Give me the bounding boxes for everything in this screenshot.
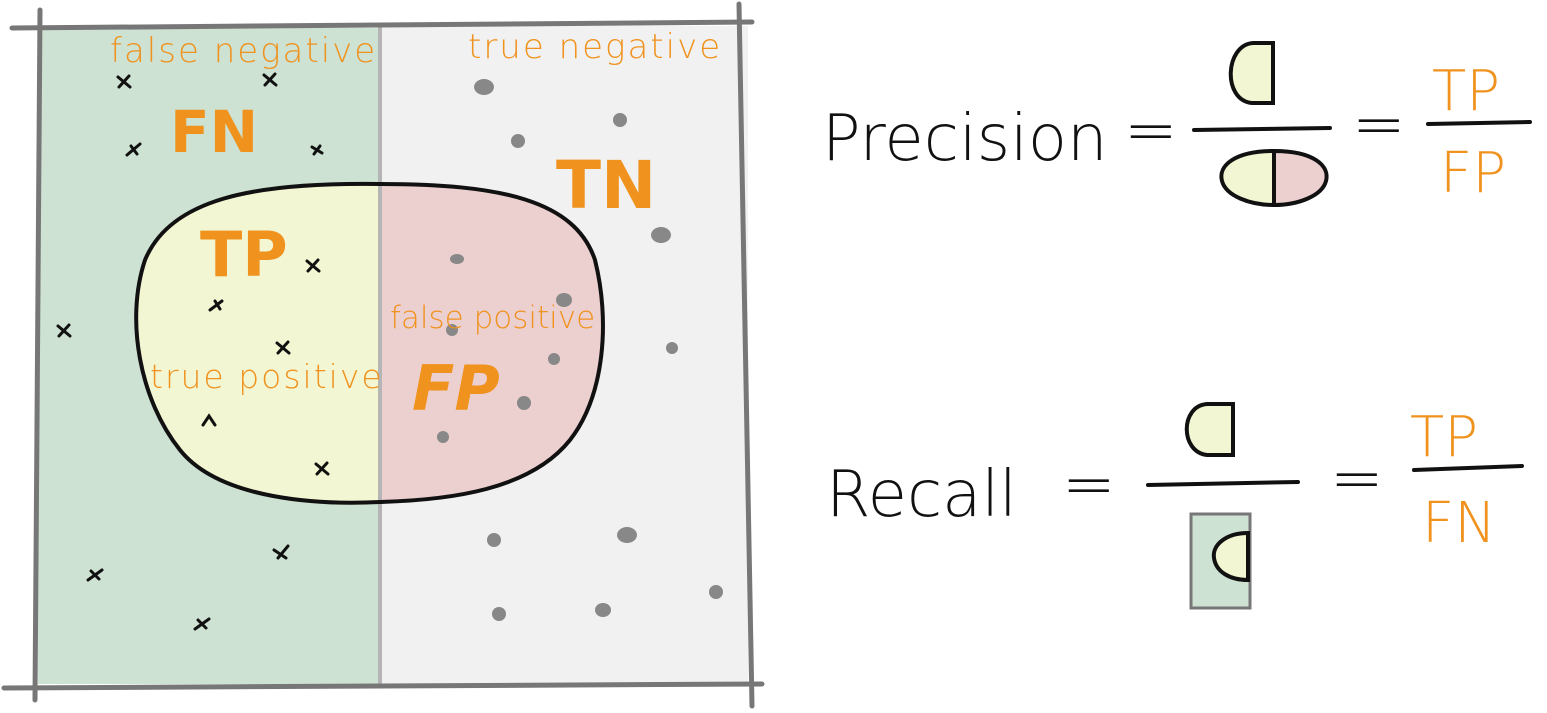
dot-marker-icon: [548, 353, 560, 365]
tn-abbr: TN: [556, 147, 656, 224]
true-negative-label: true negative: [468, 27, 722, 67]
recall-formula: Recall = = TP FN: [826, 402, 1524, 610]
recall-denominator: FN: [1422, 491, 1496, 556]
dot-marker-icon: [446, 324, 458, 336]
cross-marker-icon: [275, 340, 291, 355]
tp-abbr: TP: [200, 218, 288, 291]
cross-marker-icon: [201, 413, 217, 427]
cross-marker-icon: [56, 323, 72, 338]
false-negative-label: false negative: [110, 31, 377, 71]
fn-abbr: FN: [170, 98, 258, 166]
frame-right: [736, 1, 755, 709]
cross-marker-icon: [125, 142, 142, 157]
dot-marker-icon: [556, 293, 572, 307]
half-ellipse-icon: [1228, 41, 1275, 105]
dot-marker-icon: [709, 585, 723, 599]
dot-marker-icon: [437, 431, 449, 443]
dot-marker-icon: [666, 342, 678, 354]
recall-equals-2: =: [1330, 442, 1384, 516]
precision-equals-1: =: [1124, 94, 1178, 168]
false-positive-region: [380, 184, 603, 502]
dot-marker-icon: [595, 603, 611, 617]
half-ellipse-icon: [1219, 148, 1276, 208]
cross-marker-icon: [262, 72, 278, 87]
half-ellipse-icon: [1211, 530, 1250, 583]
precision-equals-2: =: [1352, 88, 1406, 162]
precision-formula: Precision = = TP FP: [822, 41, 1532, 208]
precision-graphic-fraction-bar: [1192, 126, 1332, 132]
dot-marker-icon: [617, 527, 637, 543]
cross-marker-icon: [86, 568, 104, 582]
cross-marker-icon: [208, 299, 224, 312]
precision-term: Precision: [822, 102, 1108, 176]
recall-equals-1: =: [1062, 448, 1116, 522]
dot-marker-icon: [517, 396, 531, 410]
recall-graphic-fraction-bar: [1146, 480, 1300, 487]
cross-marker-icon: [310, 144, 324, 156]
dot-marker-icon: [487, 533, 501, 547]
recall-fraction-bar: [1412, 464, 1524, 472]
cross-marker-icon: [193, 617, 211, 631]
true-positive-region: [136, 183, 380, 503]
precision-numerator: TP: [1432, 59, 1500, 124]
dot-marker-icon: [474, 79, 494, 95]
recall-term: Recall: [826, 458, 1017, 532]
half-ellipse-icon: [1184, 402, 1235, 457]
dot-marker-icon: [613, 113, 627, 127]
cross-marker-icon: [272, 544, 290, 560]
dot-marker-icon: [651, 227, 671, 243]
dot-marker-icon: [492, 607, 506, 621]
fp-abbr: FP: [412, 352, 500, 425]
dot-marker-icon: [450, 254, 464, 264]
dot-marker-icon: [511, 134, 525, 148]
frame-left: [32, 7, 43, 703]
precision-denominator: FP: [1440, 141, 1506, 206]
frame-top: [9, 19, 755, 31]
confusion-panel: false negative true negative FN TN TP fa…: [1, 1, 765, 709]
cross-marker-icon: [116, 74, 132, 89]
cross-marker-icon: [314, 461, 330, 476]
false-positive-label: false positive: [390, 300, 595, 336]
selected-ellipse-outline: [134, 181, 605, 505]
true-positive-label: true positive: [150, 357, 384, 396]
cross-marker-icon: [305, 258, 321, 273]
recall-numerator: TP: [1410, 405, 1478, 470]
cross-markers: [56, 72, 330, 631]
precision-fraction-bar: [1426, 120, 1532, 126]
half-ellipse-icon: [1272, 148, 1329, 208]
dot-markers: [437, 79, 723, 621]
frame-bottom: [1, 681, 765, 691]
